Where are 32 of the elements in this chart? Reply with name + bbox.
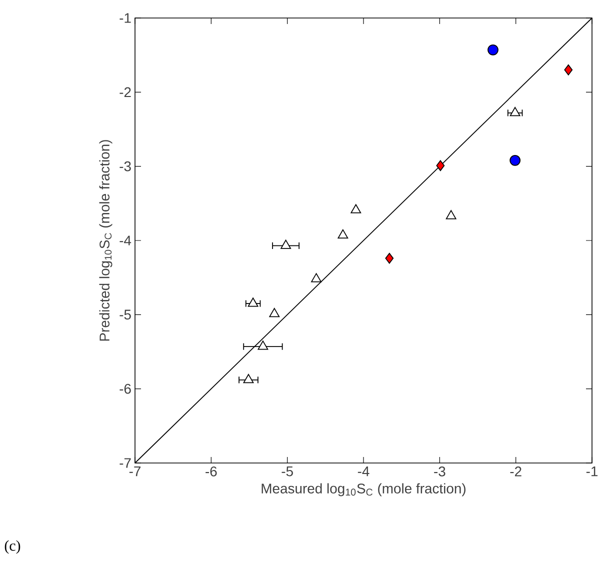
x-tick-label: -4 bbox=[358, 466, 370, 476]
point bbox=[446, 210, 456, 220]
point bbox=[385, 252, 394, 264]
point bbox=[338, 229, 348, 238]
x-tick-label: -7 bbox=[129, 466, 141, 476]
x-tick-label: -6 bbox=[206, 466, 217, 476]
point bbox=[510, 154, 521, 166]
y-tick-label: -1 bbox=[120, 13, 131, 23]
y-tick-label: -3 bbox=[120, 161, 131, 172]
point bbox=[280, 240, 292, 249]
point bbox=[350, 204, 362, 214]
y-tick-label: -7 bbox=[120, 458, 131, 468]
point bbox=[248, 298, 258, 307]
point bbox=[311, 273, 322, 282]
y-tick-label: -4 bbox=[120, 236, 132, 246]
point bbox=[436, 160, 445, 172]
x-tick-label: -1 bbox=[586, 466, 598, 476]
x-axis-title: Measured log$_{10}$S$_{C}$ (mole fraction) bbox=[262, 483, 466, 496]
point bbox=[510, 107, 520, 116]
point bbox=[488, 44, 498, 56]
y-tick-label: -2 bbox=[120, 87, 131, 98]
x-tick-label: -3 bbox=[434, 466, 446, 476]
point bbox=[269, 308, 280, 318]
y-tick-label: -6 bbox=[120, 384, 131, 394]
text: (c) bbox=[4, 540, 20, 554]
y-axis-title: Predicted log$_{10}$S$_{C}$ (mole fraction) bbox=[99, 140, 112, 341]
x-tick-label: -2 bbox=[510, 466, 522, 476]
y-tick-label: -5 bbox=[120, 310, 131, 320]
point bbox=[258, 340, 268, 350]
x-tick-label: -5 bbox=[282, 466, 293, 476]
point bbox=[243, 374, 254, 384]
point bbox=[564, 64, 573, 76]
